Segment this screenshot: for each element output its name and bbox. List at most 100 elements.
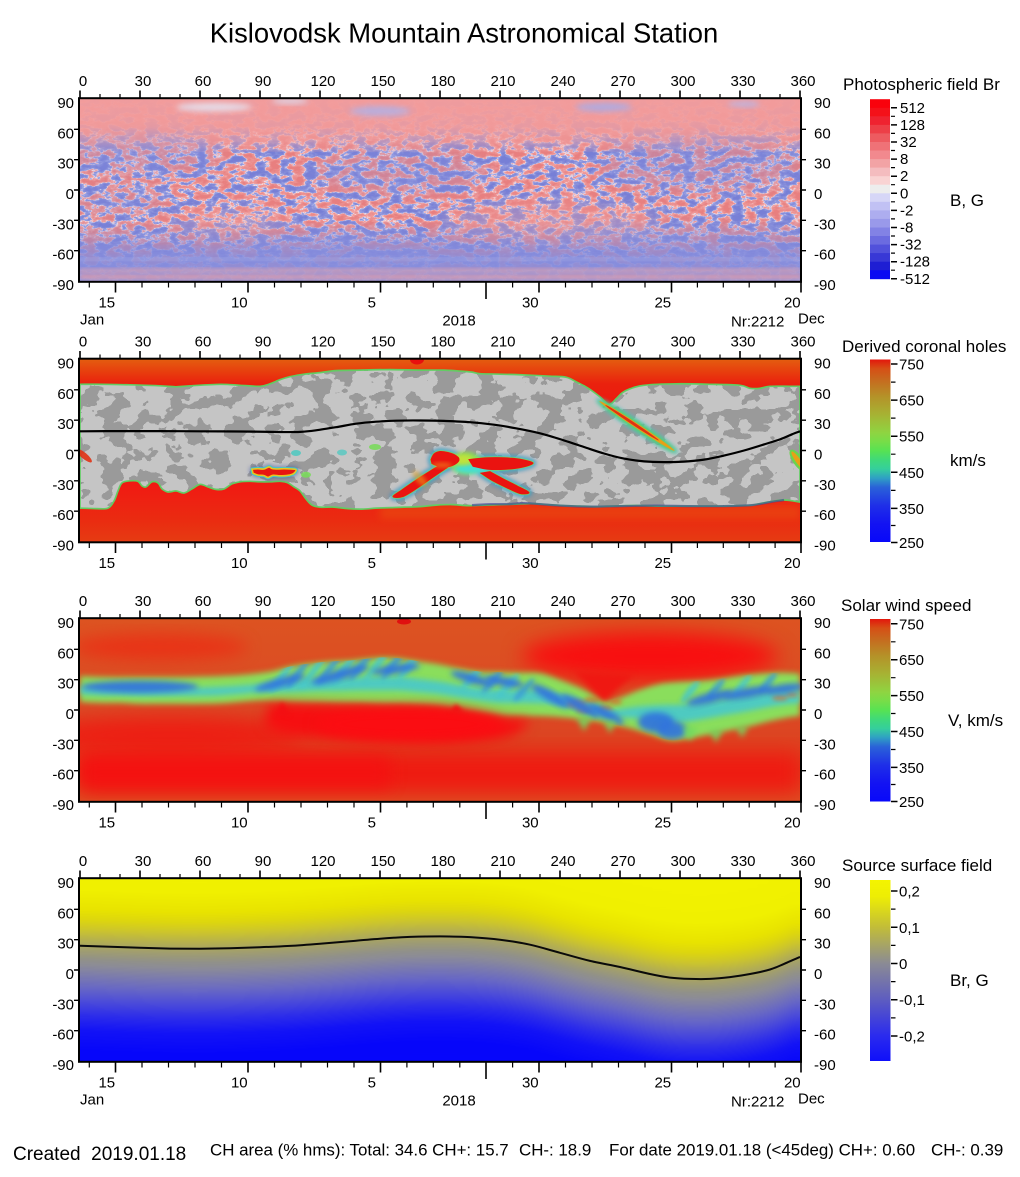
- svg-text:300: 300: [670, 334, 695, 351]
- svg-text:25: 25: [654, 295, 671, 312]
- svg-text:90: 90: [255, 593, 272, 610]
- svg-text:-512: -512: [900, 271, 930, 288]
- svg-text:120: 120: [310, 853, 335, 870]
- svg-text:250: 250: [899, 794, 924, 811]
- svg-text:210: 210: [490, 334, 515, 351]
- svg-text:60: 60: [814, 905, 831, 922]
- svg-text:60: 60: [57, 386, 74, 403]
- svg-text:30: 30: [57, 156, 74, 173]
- svg-text:150: 150: [370, 593, 395, 610]
- svg-text:90: 90: [814, 356, 831, 373]
- svg-text:25: 25: [654, 555, 671, 572]
- svg-text:0: 0: [66, 447, 74, 464]
- svg-text:60: 60: [195, 73, 212, 90]
- svg-text:Source surface field: Source surface field: [842, 856, 992, 875]
- svg-text:120: 120: [310, 593, 335, 610]
- svg-text:240: 240: [550, 853, 575, 870]
- svg-text:20: 20: [784, 1075, 801, 1092]
- svg-text:10: 10: [231, 555, 248, 572]
- svg-text:km/s: km/s: [950, 451, 986, 470]
- svg-text:-30: -30: [814, 996, 836, 1013]
- svg-text:0: 0: [66, 706, 74, 723]
- svg-text:0: 0: [79, 73, 87, 90]
- svg-text:90: 90: [814, 95, 831, 112]
- svg-text:30: 30: [135, 73, 152, 90]
- svg-text:360: 360: [790, 593, 815, 610]
- svg-text:-60: -60: [52, 507, 74, 524]
- svg-text:-60: -60: [814, 247, 836, 264]
- svg-text:60: 60: [57, 125, 74, 142]
- svg-text:0: 0: [814, 966, 822, 983]
- svg-text:30: 30: [57, 416, 74, 433]
- svg-text:60: 60: [814, 645, 831, 662]
- svg-text:CH-: 0.39: CH-: 0.39: [931, 1141, 1003, 1160]
- svg-text:-90: -90: [814, 277, 836, 294]
- svg-text:30: 30: [57, 676, 74, 693]
- svg-text:25: 25: [654, 815, 671, 832]
- svg-text:-0,2: -0,2: [899, 1029, 925, 1046]
- svg-text:750: 750: [899, 357, 924, 374]
- svg-text:550: 550: [899, 688, 924, 705]
- svg-text:350: 350: [899, 760, 924, 777]
- svg-text:20: 20: [784, 295, 801, 312]
- svg-text:-90: -90: [814, 797, 836, 814]
- svg-text:0: 0: [79, 334, 87, 351]
- svg-text:360: 360: [790, 334, 815, 351]
- svg-text:90: 90: [57, 95, 74, 112]
- svg-text:-90: -90: [52, 277, 74, 294]
- svg-text:150: 150: [370, 334, 395, 351]
- svg-text:750: 750: [899, 616, 924, 633]
- svg-text:30: 30: [814, 936, 831, 953]
- svg-text:350: 350: [899, 501, 924, 518]
- svg-text:550: 550: [899, 429, 924, 446]
- svg-text:60: 60: [814, 125, 831, 142]
- svg-text:210: 210: [490, 73, 515, 90]
- svg-text:128: 128: [900, 117, 925, 134]
- svg-text:330: 330: [730, 73, 755, 90]
- svg-text:360: 360: [790, 73, 815, 90]
- svg-text:2018: 2018: [442, 313, 475, 330]
- svg-text:90: 90: [255, 73, 272, 90]
- svg-text:B, G: B, G: [950, 191, 984, 210]
- svg-text:-90: -90: [814, 1057, 836, 1074]
- svg-text:30: 30: [135, 334, 152, 351]
- svg-text:90: 90: [814, 875, 831, 892]
- svg-text:-60: -60: [814, 1027, 836, 1044]
- svg-text:Created 2019.01.18: Created 2019.01.18: [13, 1144, 186, 1165]
- svg-text:15: 15: [98, 815, 115, 832]
- svg-text:Derived coronal holes: Derived coronal holes: [842, 337, 1006, 356]
- svg-text:650: 650: [899, 393, 924, 410]
- svg-text:30: 30: [522, 815, 539, 832]
- svg-text:15: 15: [98, 1075, 115, 1092]
- svg-text:240: 240: [550, 73, 575, 90]
- svg-text:15: 15: [98, 295, 115, 312]
- svg-text:270: 270: [610, 853, 635, 870]
- svg-text:Solar wind speed: Solar wind speed: [841, 596, 971, 615]
- svg-text:-128: -128: [900, 254, 930, 271]
- svg-text:300: 300: [670, 73, 695, 90]
- svg-text:0,2: 0,2: [899, 884, 920, 901]
- svg-text:10: 10: [231, 1075, 248, 1092]
- svg-text:-90: -90: [52, 1057, 74, 1074]
- svg-text:Kislovodsk Mountain Astronomic: Kislovodsk Mountain Astronomical Station: [210, 18, 719, 49]
- svg-text:-60: -60: [814, 507, 836, 524]
- svg-text:270: 270: [610, 593, 635, 610]
- svg-text:30: 30: [814, 676, 831, 693]
- svg-text:360: 360: [790, 853, 815, 870]
- svg-text:0: 0: [66, 966, 74, 983]
- svg-text:300: 300: [670, 853, 695, 870]
- svg-text:60: 60: [195, 853, 212, 870]
- svg-text:90: 90: [57, 615, 74, 632]
- svg-text:210: 210: [490, 853, 515, 870]
- svg-text:90: 90: [57, 356, 74, 373]
- svg-text:Nr:2212: Nr:2212: [731, 1094, 784, 1111]
- svg-text:20: 20: [784, 815, 801, 832]
- svg-text:V, km/s: V, km/s: [948, 711, 1003, 730]
- svg-text:240: 240: [550, 593, 575, 610]
- svg-text:330: 330: [730, 853, 755, 870]
- svg-text:240: 240: [550, 334, 575, 351]
- svg-text:CH area (% hms): Total: 34.6 C: CH area (% hms): Total: 34.6 CH+: 15.7: [210, 1141, 509, 1160]
- svg-text:-8: -8: [900, 220, 913, 237]
- svg-text:-60: -60: [814, 767, 836, 784]
- svg-text:15: 15: [98, 555, 115, 572]
